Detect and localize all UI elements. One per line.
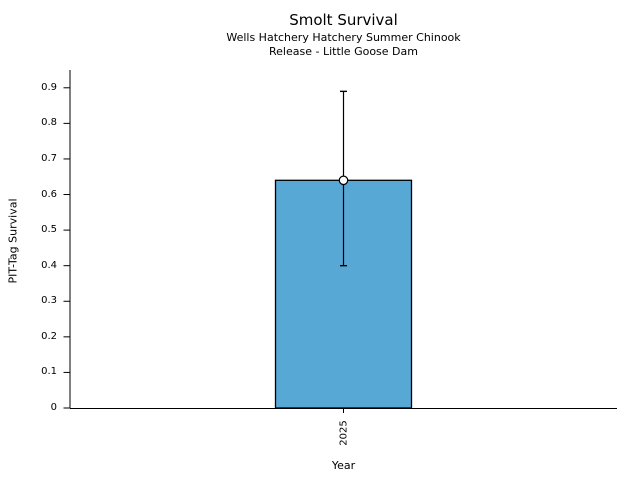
y-tick-label: 0.5: [41, 224, 57, 236]
x-axis-label: Year: [331, 459, 356, 472]
chart-subtitle-line-2: Release - Little Goose Dam: [269, 45, 418, 58]
y-tick-label: 0.8: [41, 117, 57, 129]
y-tick-label: 0.1: [41, 366, 57, 378]
x-tick-label: 2025: [338, 420, 349, 446]
bar-2025: [274, 179, 413, 409]
data-point-marker: [338, 175, 349, 186]
chart-subtitle-line-1: Wells Hatchery Hatchery Summer Chinook: [226, 31, 461, 44]
y-tick-label: 0: [50, 402, 57, 413]
y-tick-label: 0.2: [41, 330, 57, 342]
chart-title: Smolt Survival: [289, 11, 398, 29]
y-tick-label: 0.6: [41, 188, 57, 200]
y-tick-label: 0.9: [41, 81, 57, 93]
y-tick-label: 0.4: [41, 259, 57, 271]
y-tick-label: 0.7: [41, 152, 57, 164]
y-tick-label: 0.3: [41, 295, 57, 307]
